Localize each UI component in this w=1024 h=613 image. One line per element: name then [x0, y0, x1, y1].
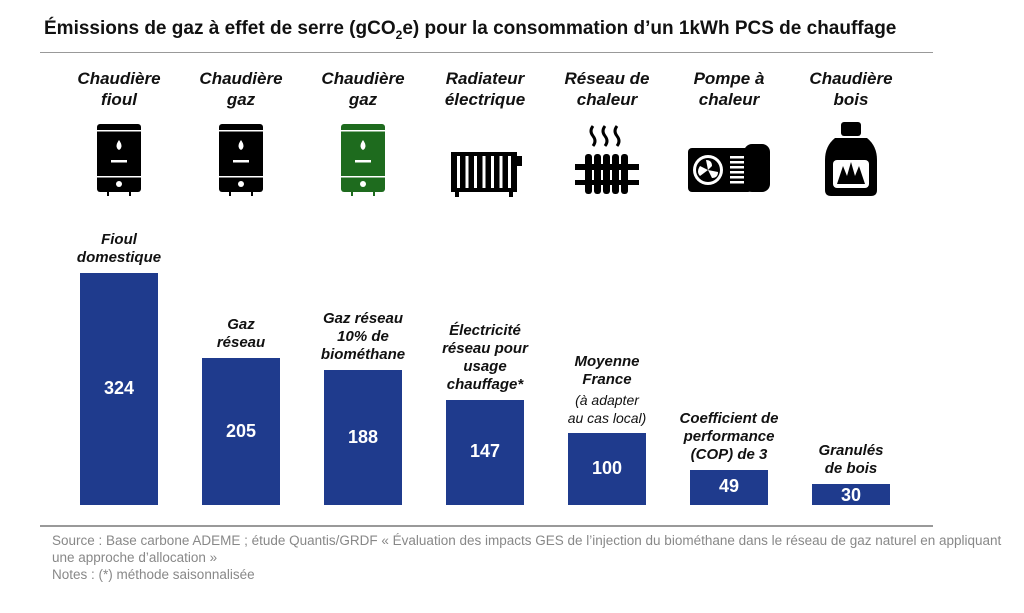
data-label: 324: [103, 378, 135, 398]
bar: [324, 370, 402, 505]
bar-label: Gaz réseau 10% de biométhane: [320, 310, 406, 364]
bar: [568, 433, 646, 505]
data-label: 205: [225, 420, 257, 441]
notes-text: Notes : (*) méthode saisonnalisée: [52, 567, 255, 582]
gas-boiler-icon: [196, 120, 286, 200]
category-label: Pompe à chaleur: [693, 69, 765, 109]
wood-boiler-icon: [806, 120, 896, 200]
category-label: Chaudière bois: [809, 69, 893, 109]
bar: [80, 273, 158, 505]
bar: [812, 483, 890, 505]
category-label: Radiateur électrique: [444, 69, 526, 109]
bar-label: Granulés de bois: [818, 441, 884, 477]
category-label: Chaudière gaz: [199, 69, 283, 109]
category-label: Chaudière gaz: [321, 69, 405, 109]
chart-title: Émissions de gaz à effet de serre (gCO2e…: [44, 18, 897, 42]
oil-boiler-icon: [74, 120, 164, 200]
category-label: Réseau de chaleur: [564, 69, 650, 109]
source-text: Source : Base carbone ADEME ; étude Quan…: [52, 533, 1002, 565]
heat-pump-icon: [684, 120, 774, 200]
bar-label: Électricité réseau pour usage chauffage*: [442, 321, 528, 393]
heat-network-icon: [562, 120, 652, 200]
electric-radiator-icon: [440, 120, 530, 200]
data-label: 188: [347, 426, 379, 447]
data-label: 147: [469, 441, 501, 462]
bar-label: Coefficient de performance (COP) de 3: [679, 409, 779, 463]
category-label: Chaudière fioul: [77, 69, 161, 109]
bar-label: Gaz réseau: [216, 316, 266, 352]
bar-label: Fioul domestique: [76, 231, 162, 266]
bar-label: Moyenne France (à adapter au cas local): [546, 353, 668, 427]
data-label: 30: [840, 484, 862, 505]
source-note: Source : Base carbone ADEME ; étude Quan…: [52, 532, 1012, 583]
data-label: 49: [718, 476, 740, 497]
green-gas-boiler-icon: [318, 120, 408, 200]
bar: [690, 469, 768, 505]
bar: [446, 399, 524, 505]
title-divider: [40, 52, 933, 53]
bar-note: (à adapter au cas local): [567, 392, 647, 427]
data-label: 100: [591, 458, 623, 479]
bar: [202, 358, 280, 505]
source-divider: [40, 525, 933, 527]
